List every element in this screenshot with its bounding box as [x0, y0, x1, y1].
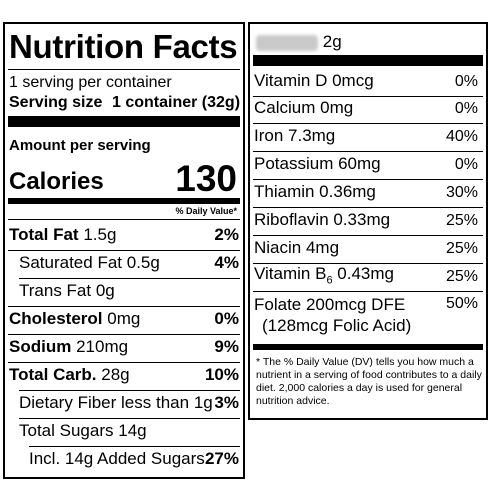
serving-size-label: Serving size — [9, 94, 103, 111]
vitamin-name-folate: Folate 200mcg DFE — [254, 295, 406, 314]
daily-value-footnote: * The % Daily Value (DV) tells you how m… — [256, 356, 482, 408]
protein-label-blurred — [256, 34, 318, 51]
row-divider — [8, 334, 240, 335]
nutrient-dv: 3% — [214, 393, 239, 412]
vitamin-row-riboflavin: Riboflavin 0.33mg 25% — [254, 209, 482, 233]
vitamin-row-niacin: Niacin 4mg 25% — [254, 237, 482, 261]
nutrient-dv: 0% — [214, 309, 239, 328]
nutrient-amount: 1.5g — [83, 225, 117, 244]
row-divider — [19, 418, 240, 419]
nutrient-name: Sodium — [9, 337, 72, 356]
nutrient-dv: 9% — [214, 337, 239, 356]
row-divider — [253, 207, 483, 208]
amount-per-serving: Amount per serving — [9, 137, 151, 154]
vitamin-name-prefix: Vitamin B — [254, 263, 327, 283]
calories-divider — [8, 198, 240, 204]
nutrient-row-sodium: Sodium 210mg 9% — [9, 335, 239, 360]
row-divider — [253, 123, 483, 124]
row-divider — [253, 179, 483, 180]
vitamin-row-calcium: Calcium 0mg 0% — [254, 97, 482, 121]
protein-amount: 2g — [322, 32, 342, 51]
nutrient-row-dietary-fiber: Dietary Fiber less than 1g 3% — [9, 391, 239, 416]
vitamin-dv: 0% — [454, 100, 478, 117]
vitamin-row-iron: Iron 7.3mg 40% — [254, 125, 482, 149]
calories-label: Calories — [9, 168, 104, 195]
row-divider — [8, 250, 240, 251]
row-divider — [253, 291, 483, 292]
nutrient-dv: 10% — [204, 365, 239, 384]
serving-size-value: 1 container (32g) — [112, 94, 241, 111]
nutrient-amount: 0mg — [107, 309, 141, 328]
nutrition-facts-vitamins-panel: 2g Vitamin D 0mcg 0% Calcium 0mg 0% Iron… — [248, 22, 488, 420]
vitamin-dv: 25% — [445, 268, 478, 285]
vitamin-row-vitamin-b6: Vitamin B6 0.43mg 25% — [254, 263, 482, 289]
vitamin-dv: 0% — [454, 73, 478, 90]
vitamin-dv: 25% — [445, 212, 478, 229]
protein-divider — [253, 55, 483, 66]
row-divider — [29, 446, 240, 447]
vitamin-name: Iron 7.3mg — [254, 126, 336, 145]
nutrient-amount: 0g — [95, 281, 115, 300]
vitamin-name-subscript: 6 — [326, 274, 333, 286]
row-divider — [253, 96, 483, 97]
protein-row: 2g — [256, 33, 342, 51]
vitamin-dv: 0% — [454, 156, 478, 173]
nutrient-name: Total Fat — [9, 225, 79, 244]
panel-title: Nutrition Facts — [9, 28, 238, 65]
row-divider — [19, 278, 240, 279]
nutrient-name: Incl. 14g Added Sugars — [29, 449, 205, 468]
vitamin-name-folate-line2: (128mcg Folic Acid) — [262, 316, 412, 335]
row-divider — [253, 151, 483, 152]
daily-value-header: % Daily Value* — [175, 206, 237, 216]
row-divider — [253, 235, 483, 236]
vitamin-row-thiamin: Thiamin 0.36mg 30% — [254, 181, 482, 205]
nutrient-amount: 1g — [193, 393, 213, 412]
nutrient-amount: 0.5g — [126, 253, 160, 272]
nutrient-row-total-fat: Total Fat 1.5g 2% — [9, 223, 239, 248]
serving-divider — [8, 116, 240, 127]
vitamin-name: Calcium 0mg — [254, 98, 354, 117]
row-divider — [8, 306, 240, 307]
row-divider — [8, 362, 240, 363]
nutrient-amount: 28g — [101, 365, 130, 384]
vitamin-row-potassium: Potassium 60mg 0% — [254, 153, 482, 177]
vitamin-name: Niacin 4mg — [254, 238, 340, 257]
nutrient-amount: 210mg — [76, 337, 129, 356]
nutrient-dv: 2% — [214, 225, 239, 244]
nutrient-amount: 14g — [118, 421, 147, 440]
nutrient-row-total-carb: Total Carb. 28g 10% — [9, 363, 239, 388]
nutrient-row-trans-fat: Trans Fat 0g — [9, 279, 239, 304]
nutrient-name: Saturated Fat — [19, 253, 123, 272]
vitamin-name: Riboflavin 0.33mg — [254, 210, 391, 229]
nutrient-row-cholesterol: Cholesterol 0mg 0% — [9, 307, 239, 332]
dv-header-divider — [8, 219, 240, 220]
footnote-divider — [253, 344, 483, 350]
vitamin-row-vitamin-d: Vitamin D 0mcg 0% — [254, 70, 482, 94]
row-divider — [253, 263, 483, 264]
nutrient-name: Cholesterol — [9, 309, 103, 328]
nutrient-name: Dietary Fiber less than — [19, 393, 190, 412]
vitamin-name: Thiamin 0.36mg — [254, 182, 376, 201]
nutrient-name: Total Sugars — [19, 421, 114, 440]
calories-value: 130 — [175, 158, 237, 199]
vitamin-name: Vitamin D 0mcg — [254, 71, 374, 90]
vitamin-name: Potassium 60mg — [254, 154, 381, 173]
servings-per-container: 1 serving per container — [9, 74, 172, 91]
title-divider — [8, 69, 240, 70]
nutrition-facts-main-panel: Nutrition Facts 1 serving per container … — [3, 22, 245, 479]
nutrient-row-total-sugars: Total Sugars 14g — [9, 419, 239, 444]
vitamin-dv-folate: 50% — [445, 295, 478, 312]
nutrient-name: Trans Fat — [19, 281, 92, 300]
vitamin-name-suffix: 0.43mg — [332, 263, 395, 283]
nutrient-dv: 4% — [214, 253, 239, 272]
nutrient-row-added-sugars: Incl. 14g Added Sugars 27% — [9, 447, 239, 472]
nutrient-dv: 27% — [204, 449, 239, 468]
nutrient-row-saturated-fat: Saturated Fat 0.5g 4% — [9, 251, 239, 276]
vitamin-dv: 30% — [445, 184, 478, 201]
vitamin-dv: 40% — [445, 128, 478, 145]
vitamin-dv: 25% — [445, 240, 478, 257]
nutrient-name: Total Carb. — [9, 365, 97, 384]
row-divider — [19, 390, 240, 391]
